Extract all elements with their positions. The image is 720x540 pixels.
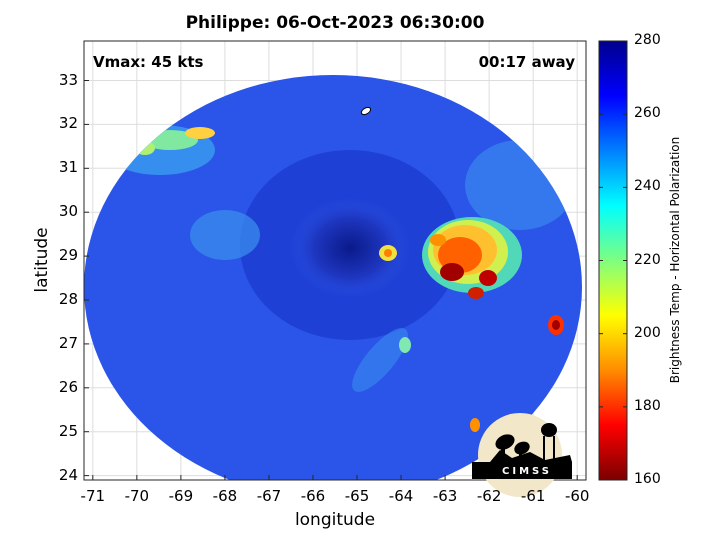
colorbar-tick-label: 280 (634, 32, 661, 48)
colorbar (598, 40, 628, 481)
colorbar-tick-label: 240 (634, 178, 661, 195)
axes-box (83, 40, 587, 481)
tick-marks (84, 80, 578, 480)
x-tick-label: -61 (520, 487, 546, 505)
y-tick-label: 26 (58, 377, 78, 396)
y-tick-label: 25 (58, 421, 78, 440)
colorbar-label: Brightness Temp - Horizontal Polarizatio… (668, 136, 682, 384)
x-tick-label: -65 (344, 487, 370, 505)
y-tick-label: 33 (58, 70, 78, 89)
y-tick-label: 29 (58, 246, 78, 265)
y-tick-label: 28 (58, 290, 78, 308)
microwave-swath (84, 75, 582, 480)
map-title: Philippe: 06-Oct-2023 06:30:00 (185, 13, 485, 33)
x-tick-label: -70 (124, 487, 150, 505)
colorbar-tick-label: 260 (634, 105, 661, 122)
colorbar-tick-marks (599, 40, 627, 481)
colorbar-tick-label: 220 (634, 251, 661, 268)
y-tick-label: 32 (58, 114, 78, 133)
x-tick-label: -62 (476, 487, 502, 505)
x-tick-label: -60 (564, 487, 590, 505)
logo-text: CIMSS (502, 466, 552, 477)
vmax-annotation: Vmax: 45 kts (93, 53, 204, 71)
x-tick-label: -69 (168, 487, 194, 505)
x-tick-label: -71 (80, 487, 106, 505)
cimss-logo (472, 413, 572, 497)
x-tick-label: -66 (300, 487, 326, 505)
time-away-annotation: 00:17 away (478, 53, 575, 71)
x-tick-label: -64 (388, 487, 414, 505)
y-tick-label: 27 (58, 333, 78, 352)
colorbar-tick-label: 200 (634, 324, 661, 341)
x-tick-label: -68 (212, 487, 238, 505)
y-tick-label: 31 (58, 158, 78, 177)
colorbar-tick-label: 180 (634, 397, 661, 414)
colorbar-tick-label: 160 (634, 471, 661, 487)
y-axis-label: latitude (32, 227, 52, 293)
x-tick-label: -63 (432, 487, 458, 505)
x-tick-label: -67 (256, 487, 282, 505)
y-tick-label: 24 (58, 465, 78, 484)
y-tick-label: 30 (58, 202, 78, 221)
x-axis-label: longitude (294, 510, 376, 530)
